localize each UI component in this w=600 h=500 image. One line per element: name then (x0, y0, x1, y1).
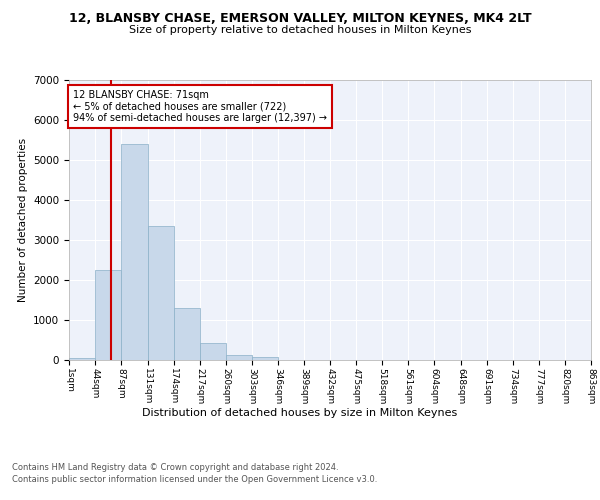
Text: Contains public sector information licensed under the Open Government Licence v3: Contains public sector information licen… (12, 475, 377, 484)
Bar (69, 358, 95, 360)
Bar (200, 343, 226, 360)
Text: 12 BLANSBY CHASE: 71sqm
← 5% of detached houses are smaller (722)
94% of semi-de: 12 BLANSBY CHASE: 71sqm ← 5% of detached… (73, 90, 327, 123)
Text: 12, BLANSBY CHASE, EMERSON VALLEY, MILTON KEYNES, MK4 2LT: 12, BLANSBY CHASE, EMERSON VALLEY, MILTO… (68, 12, 532, 26)
Bar (148, 226, 174, 360)
Bar (226, 355, 252, 360)
Bar (95, 270, 121, 360)
Y-axis label: Number of detached properties: Number of detached properties (17, 138, 28, 302)
Bar (121, 144, 148, 360)
Bar (174, 308, 200, 360)
Text: Contains HM Land Registry data © Crown copyright and database right 2024.: Contains HM Land Registry data © Crown c… (12, 462, 338, 471)
Text: Distribution of detached houses by size in Milton Keynes: Distribution of detached houses by size … (142, 408, 458, 418)
Bar (252, 357, 278, 360)
Text: Size of property relative to detached houses in Milton Keynes: Size of property relative to detached ho… (129, 25, 471, 35)
